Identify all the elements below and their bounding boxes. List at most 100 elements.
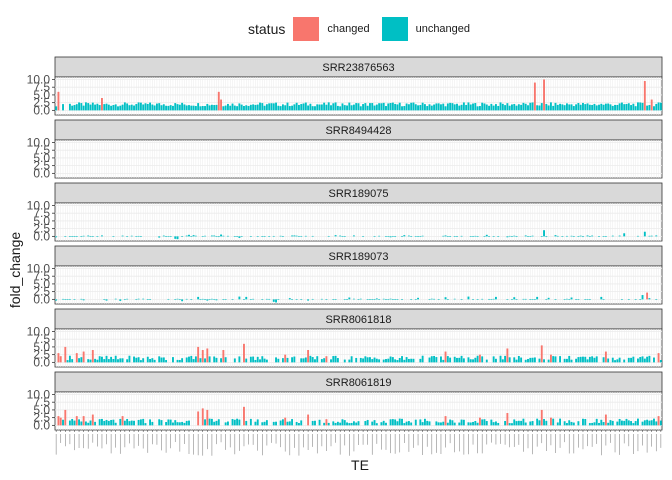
bar-unchanged xyxy=(165,422,168,426)
bar-unchanged xyxy=(598,422,600,426)
facet-strip-label: SRR8061818 xyxy=(325,314,391,326)
bar-unchanged xyxy=(343,236,346,237)
bar-unchanged xyxy=(437,299,440,300)
bar-changed xyxy=(478,417,481,426)
bar-unchanged xyxy=(275,357,277,363)
bar-unchanged xyxy=(362,104,365,111)
bar-unchanged xyxy=(139,360,142,363)
bar-changed xyxy=(75,353,78,363)
bar-unchanged xyxy=(73,420,76,426)
bar-unchanged xyxy=(533,299,536,300)
bar-unchanged xyxy=(265,104,268,111)
bar-unchanged xyxy=(149,299,152,300)
bar-unchanged xyxy=(142,358,145,363)
bar-unchanged xyxy=(346,105,348,111)
bar-unchanged xyxy=(467,357,470,363)
bar-unchanged xyxy=(158,356,161,363)
bar-unchanged xyxy=(488,298,491,300)
bar-unchanged xyxy=(375,104,378,111)
bar-unchanged xyxy=(462,358,465,363)
bar-unchanged xyxy=(570,235,573,237)
bar-unchanged xyxy=(137,357,140,363)
bar-unchanged xyxy=(110,105,113,111)
bar-unchanged xyxy=(449,419,452,426)
bar-unchanged xyxy=(552,418,555,426)
bar-unchanged xyxy=(181,102,184,111)
bar-unchanged xyxy=(144,103,147,111)
bar-unchanged xyxy=(62,298,64,300)
bar-unchanged xyxy=(249,104,252,111)
bar-unchanged xyxy=(194,106,197,111)
bar-unchanged xyxy=(417,105,419,111)
bar-unchanged xyxy=(469,236,472,237)
bar-unchanged xyxy=(568,104,571,111)
y-tick-label: 2.5 xyxy=(33,96,50,110)
bar-unchanged xyxy=(245,420,248,426)
bar-unchanged xyxy=(529,357,532,363)
bar-changed xyxy=(540,409,543,426)
bar-unchanged xyxy=(536,105,539,111)
bar-unchanged xyxy=(565,358,568,363)
bar-unchanged xyxy=(444,106,447,111)
bar-unchanged xyxy=(449,236,452,238)
bar-changed xyxy=(64,346,67,363)
bar-unchanged xyxy=(135,299,138,300)
bar-unchanged xyxy=(316,104,319,111)
bar-unchanged xyxy=(600,296,603,300)
bar-unchanged xyxy=(627,357,630,363)
bar-unchanged xyxy=(387,236,390,237)
bar-unchanged xyxy=(396,104,399,111)
bar-unchanged xyxy=(412,358,415,363)
bar-unchanged xyxy=(314,420,316,426)
bar-unchanged xyxy=(653,106,655,111)
bar-unchanged xyxy=(261,103,264,111)
bar-unchanged xyxy=(458,422,461,426)
bar-unchanged xyxy=(204,358,206,363)
bar-unchanged xyxy=(105,419,108,426)
bar-unchanged xyxy=(467,102,470,111)
bar-unchanged xyxy=(126,298,129,300)
bar-unchanged xyxy=(295,235,298,237)
bar-changed xyxy=(197,346,200,363)
bar-unchanged xyxy=(103,104,106,111)
y-tick-label: 0.0 xyxy=(33,166,50,180)
bar-unchanged xyxy=(304,357,307,363)
bar-unchanged xyxy=(226,103,229,111)
bar-unchanged xyxy=(55,236,58,238)
bar-unchanged xyxy=(172,357,174,363)
bar-unchanged xyxy=(488,105,491,111)
bar-unchanged xyxy=(300,235,303,237)
bar-unchanged xyxy=(272,299,275,302)
bar-unchanged xyxy=(591,235,594,237)
bar-unchanged xyxy=(190,299,193,300)
bar-unchanged xyxy=(64,299,67,300)
bar-unchanged xyxy=(71,418,74,426)
bar-unchanged xyxy=(524,235,527,237)
bar-unchanged xyxy=(588,299,591,300)
y-tick-label: 0.0 xyxy=(33,418,50,432)
bar-unchanged xyxy=(375,423,378,426)
bar-unchanged xyxy=(476,106,479,111)
bar-unchanged xyxy=(126,359,129,363)
bar-unchanged xyxy=(369,299,371,300)
bar-unchanged xyxy=(630,357,633,363)
bar-unchanged xyxy=(648,355,651,363)
bar-unchanged xyxy=(362,358,365,363)
bar-unchanged xyxy=(167,105,170,111)
bar-unchanged xyxy=(192,235,195,237)
bar-unchanged xyxy=(82,299,85,301)
bar-unchanged xyxy=(611,420,614,426)
bar-unchanged xyxy=(607,103,610,111)
bar-unchanged xyxy=(517,420,520,426)
bar-unchanged xyxy=(215,236,218,237)
bar-unchanged xyxy=(126,103,129,111)
bar-unchanged xyxy=(456,103,458,111)
bar-unchanged xyxy=(181,421,184,426)
bar-changed xyxy=(201,408,204,426)
bar-unchanged xyxy=(394,236,397,238)
bar-unchanged xyxy=(281,358,284,363)
bar-unchanged xyxy=(545,420,548,426)
bar-unchanged xyxy=(391,236,394,237)
bar-unchanged xyxy=(378,299,381,300)
bar-unchanged xyxy=(160,357,163,363)
